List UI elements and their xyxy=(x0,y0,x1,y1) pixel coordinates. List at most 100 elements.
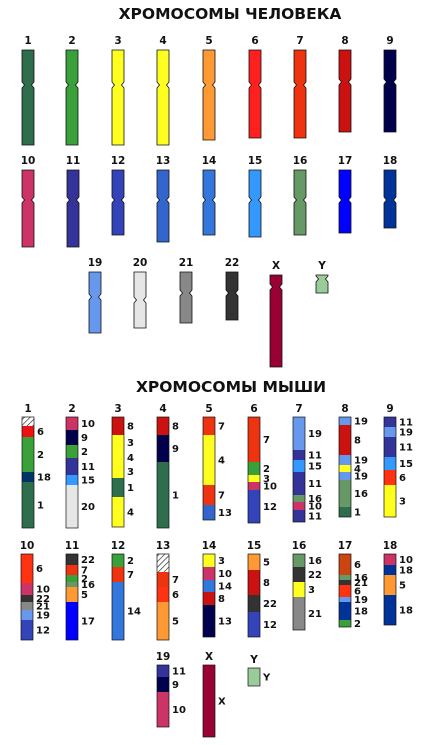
human-chromosome-12: 12 xyxy=(111,155,125,236)
mouse-segment xyxy=(248,554,260,570)
human-chromosome-22-body xyxy=(225,271,239,321)
human-chromosome-16-body xyxy=(293,169,307,236)
mouse-segment-label: 20 xyxy=(81,502,95,513)
mouse-segment-label: 4 xyxy=(127,508,134,519)
human-chromosome-3-body xyxy=(111,49,125,146)
mouse-segment-label: 8 xyxy=(172,422,179,433)
human-chromosome-15-body xyxy=(248,169,262,238)
mouse-segment-label: 19 xyxy=(399,428,413,439)
mouse-chromosome-outline xyxy=(292,416,306,523)
mouse-chromosome-outline xyxy=(383,553,397,626)
mouse-chromosome-label: 16 xyxy=(292,540,307,552)
mouse-segment xyxy=(22,472,34,482)
mouse-segment-label: 19 xyxy=(36,611,50,622)
mouse-segment-label: 7 xyxy=(172,575,179,586)
human-chromosome-15: 15 xyxy=(248,155,262,238)
mouse-segment xyxy=(66,565,78,575)
mouse-segment-label: 5 xyxy=(399,581,406,592)
human-chromosome-Y-body xyxy=(315,274,329,294)
mouse-segment-label: 15 xyxy=(308,462,322,473)
mouse-segment-label: 11 xyxy=(81,462,95,473)
mouse-segment-label: 8 xyxy=(218,594,225,605)
mouse-segment xyxy=(203,485,215,505)
mouse-segment xyxy=(384,437,396,457)
mouse-segment-label: 15 xyxy=(399,459,413,470)
human-chromosome-4-body xyxy=(156,49,170,146)
mouse-segment-label: 3 xyxy=(218,556,225,567)
mouse-segment xyxy=(66,582,78,587)
mouse-chromosome-outline xyxy=(338,553,352,628)
mouse-segment-label: 2 xyxy=(354,619,361,630)
human-chromosome-17: 17 xyxy=(338,155,352,234)
mouse-segment-label: 7 xyxy=(263,435,270,446)
mouse-chromosome-label: 5 xyxy=(205,403,212,415)
mouse-segment-label: 5 xyxy=(172,617,179,628)
human-chromosome-20: 20 xyxy=(133,257,147,329)
mouse-segment xyxy=(248,612,260,637)
human-chromosome-11-body xyxy=(66,169,80,248)
mouse-segment xyxy=(112,465,124,478)
mouse-segment-label: 12 xyxy=(36,626,50,637)
human-chromosome-label: 18 xyxy=(383,155,398,167)
mouse-segment-label: 19 xyxy=(308,429,322,440)
mouse-chromosome-outline xyxy=(20,553,34,641)
mouse-segment xyxy=(157,665,169,677)
mouse-segment xyxy=(203,505,215,520)
mouse-segment-label: 21 xyxy=(354,578,368,589)
mouse-chromosome-Y: YY xyxy=(247,654,271,687)
mouse-segment xyxy=(339,507,351,517)
mouse-segment-label: 6 xyxy=(354,560,361,571)
mouse-segment xyxy=(384,470,396,485)
human-chromosome-label: 11 xyxy=(66,155,81,167)
mouse-chromosome-label: 17 xyxy=(338,540,353,552)
mouse-segment xyxy=(112,450,124,465)
human-chromosome-8: 8 xyxy=(338,35,352,133)
mouse-segment xyxy=(203,435,215,485)
human-chromosome-label: 10 xyxy=(21,155,36,167)
mouse-segment xyxy=(248,417,260,462)
human-chromosome-X: X xyxy=(269,260,283,368)
mouse-segment xyxy=(293,510,305,522)
mouse-segment xyxy=(66,485,78,528)
mouse-segment xyxy=(293,450,305,460)
human-chromosome-21-body xyxy=(179,271,193,324)
mouse-segment xyxy=(339,602,351,620)
human-chromosome-21: 21 xyxy=(179,257,193,324)
human-chromosome-label: 13 xyxy=(156,155,171,167)
mouse-segment-label: 8 xyxy=(354,436,361,447)
human-chromosome-label: 9 xyxy=(386,35,393,47)
mouse-segment xyxy=(339,417,351,425)
mouse-chromosome-outline xyxy=(156,416,170,529)
mouse-chromosome-outline xyxy=(338,416,352,518)
mouse-chromosome-outline xyxy=(65,553,79,641)
mouse-segment-label: Y xyxy=(262,673,271,684)
mouse-segment-label: 12 xyxy=(263,502,277,513)
mouse-segment xyxy=(293,502,305,510)
human-chromosome-1: 1 xyxy=(21,35,35,146)
mouse-segment xyxy=(339,455,351,465)
mouse-chromosome-label: 7 xyxy=(295,403,302,415)
mouse-segment-label: 6 xyxy=(36,564,43,575)
mouse-chromosome-label: 1 xyxy=(24,403,31,415)
mouse-segment xyxy=(248,595,260,612)
mouse-segment-label: 10 xyxy=(218,569,232,580)
mouse-chromosome-12: 122 7 14 xyxy=(111,540,141,641)
mouse-segment-label: 2 xyxy=(263,464,270,475)
mouse-segment-label: 18 xyxy=(399,606,413,617)
mouse-segment xyxy=(66,587,78,602)
mouse-chromosome-outline xyxy=(65,416,79,529)
mouse-segment xyxy=(384,575,396,595)
mouse-chromosome-label: 3 xyxy=(114,403,121,415)
mouse-segment-label: 7 xyxy=(218,491,225,502)
mouse-segment-label: 22 xyxy=(308,570,322,581)
mouse-segment xyxy=(21,620,33,640)
mouse-segment-label: 9 xyxy=(81,433,88,444)
mouse-segment-label: 3 xyxy=(263,474,270,485)
human-chromosome-9-body xyxy=(383,49,397,133)
